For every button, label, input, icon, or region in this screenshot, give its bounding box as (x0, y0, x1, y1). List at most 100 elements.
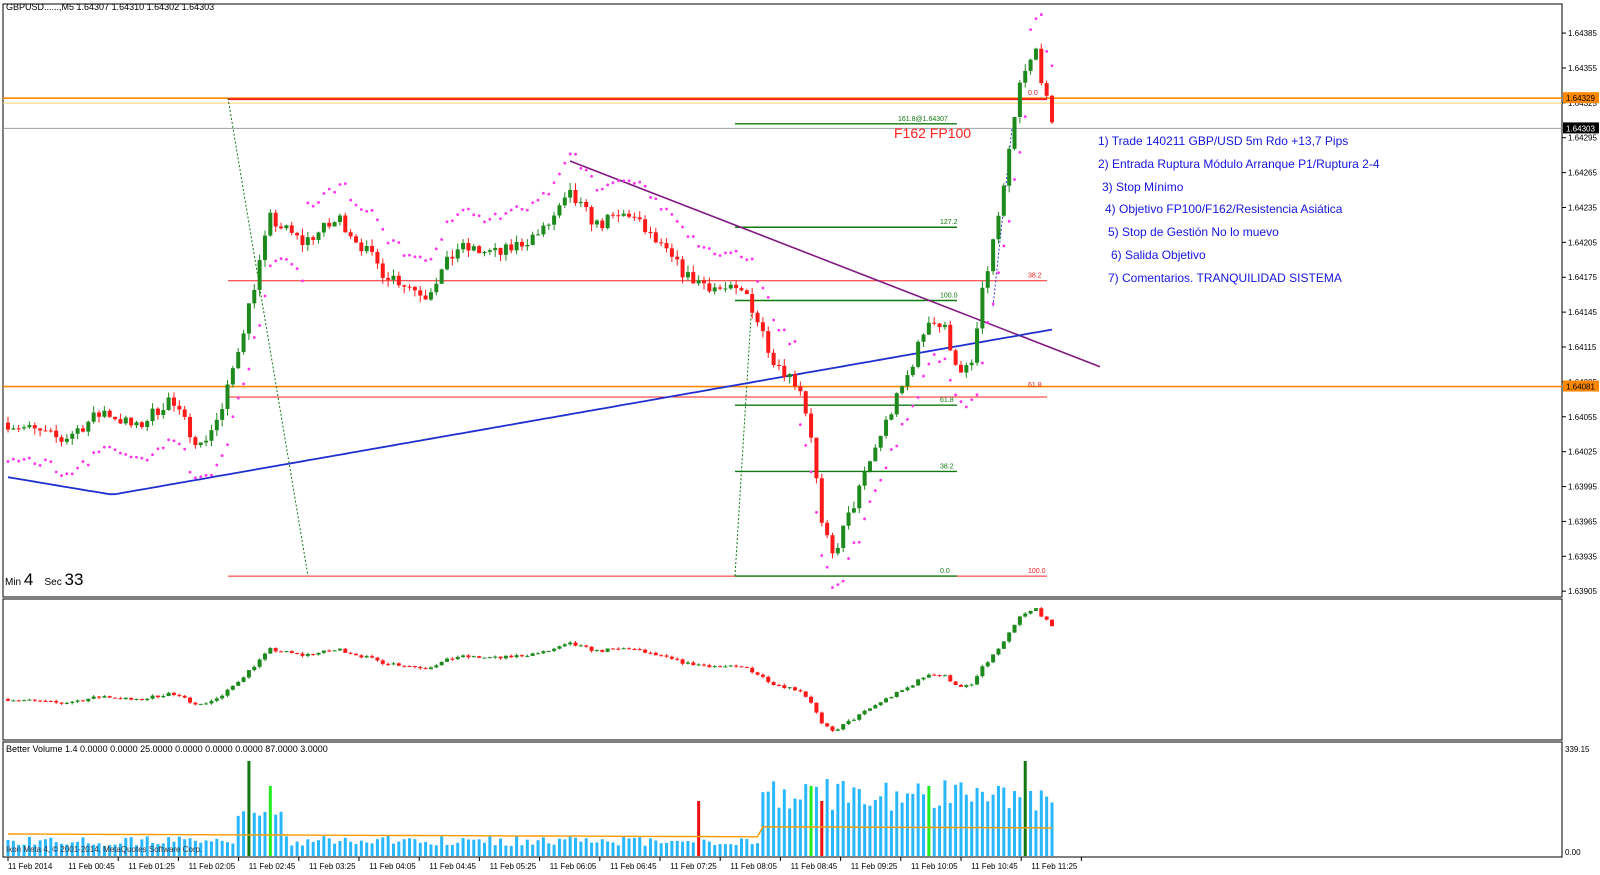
price-tick-label: 1.64025 (1568, 448, 1597, 457)
ha-body (819, 712, 824, 724)
candle-body (348, 232, 353, 237)
volume-bar (611, 842, 615, 856)
volume-bar (761, 792, 765, 856)
ha-body (262, 653, 267, 660)
volume-bar (493, 845, 497, 856)
candle-body (1039, 48, 1044, 84)
price-tick-label: 1.64325 (1568, 99, 1597, 108)
ha-body (536, 653, 541, 655)
sar-dot (981, 361, 984, 365)
candle-body (375, 251, 380, 264)
sar-dot (852, 541, 856, 545)
volume-bar (691, 842, 695, 856)
sar-dot (804, 443, 808, 447)
ha-body (600, 649, 605, 652)
volume-bar (54, 842, 58, 856)
candle-body (541, 225, 546, 235)
price-label-box (1563, 92, 1599, 104)
ha-body (327, 650, 332, 652)
volume-bar (322, 836, 326, 856)
sar-dot (290, 262, 294, 266)
volume-bar (734, 844, 738, 856)
candle-body (964, 365, 969, 373)
ha-body (54, 700, 59, 703)
sar-dot (713, 252, 717, 256)
candle-body (739, 288, 744, 291)
price-tick-label: 1.64205 (1568, 238, 1597, 247)
ha-body (942, 675, 947, 677)
candle-body (257, 260, 262, 290)
volume-bar (33, 844, 37, 856)
candle-body (182, 409, 187, 417)
candle-body (562, 197, 567, 206)
ha-body (702, 664, 706, 666)
volume-bar (959, 782, 963, 856)
volume-bar (1002, 787, 1006, 856)
volume-bar (70, 842, 74, 856)
ha-body (841, 724, 846, 730)
volume-bar (311, 841, 315, 856)
sar-dot (22, 458, 26, 461)
candle-body (648, 232, 653, 234)
ha-body (268, 648, 273, 654)
sar-dot (86, 463, 90, 467)
candle-body (1007, 148, 1012, 186)
volume-bar (60, 843, 64, 856)
time-tick-label: 11 Feb 08:45 (791, 862, 838, 871)
volume-bar (900, 802, 904, 856)
volume-bar (236, 815, 240, 856)
sar-dot (1050, 64, 1054, 68)
volume-bar (466, 839, 470, 856)
sar-dot (520, 207, 524, 211)
sar-dot (600, 187, 604, 191)
volume-bar (911, 793, 915, 856)
volume-bar (713, 845, 717, 856)
sar-dot (1029, 28, 1032, 32)
candle-body (445, 256, 450, 270)
candle-body (311, 237, 316, 240)
volume-bar (927, 786, 931, 856)
ha-body (948, 675, 953, 682)
candle-body (991, 239, 996, 272)
ha-body (594, 649, 599, 651)
volume-bar (782, 789, 786, 856)
price-axis: 1.64385 1.64355 1.64325 1.64295 1.64265 1.642… (1562, 29, 1599, 857)
sar-dot (766, 295, 770, 299)
ha-body (525, 655, 530, 657)
sar-dot (274, 259, 278, 263)
candle-body (370, 246, 375, 252)
sar-dot (579, 166, 583, 170)
volume-bar (440, 836, 444, 856)
ha-body (236, 681, 241, 686)
candle-body (188, 416, 193, 438)
candle-body (862, 470, 867, 486)
ha-body (311, 653, 316, 655)
sar-dot (322, 192, 326, 195)
candle-body (139, 422, 144, 428)
ha-body (487, 657, 492, 659)
volume-bar (11, 840, 15, 856)
ha-body (102, 696, 107, 698)
price-tick-label: 1.63935 (1568, 552, 1597, 561)
candle-body (659, 242, 664, 244)
ha-body (214, 698, 219, 701)
volume-bar (118, 843, 122, 856)
sar-dot (724, 251, 727, 255)
candle-body (728, 284, 733, 289)
candle-body (193, 437, 198, 446)
ha-body (568, 642, 573, 645)
sar-dot (210, 473, 213, 477)
ha-body (723, 666, 728, 668)
ha-body (659, 655, 664, 657)
candle-body (38, 428, 43, 431)
volume-bar (595, 842, 599, 856)
candle-body (605, 214, 610, 229)
volume-bar (482, 842, 486, 856)
sar-dot (268, 264, 272, 268)
price-tick-label: 1.64175 (1568, 273, 1597, 282)
volume-bar (541, 837, 545, 856)
volume-bar (552, 844, 556, 856)
sar-dot (686, 235, 690, 239)
volume-bar (980, 791, 984, 856)
